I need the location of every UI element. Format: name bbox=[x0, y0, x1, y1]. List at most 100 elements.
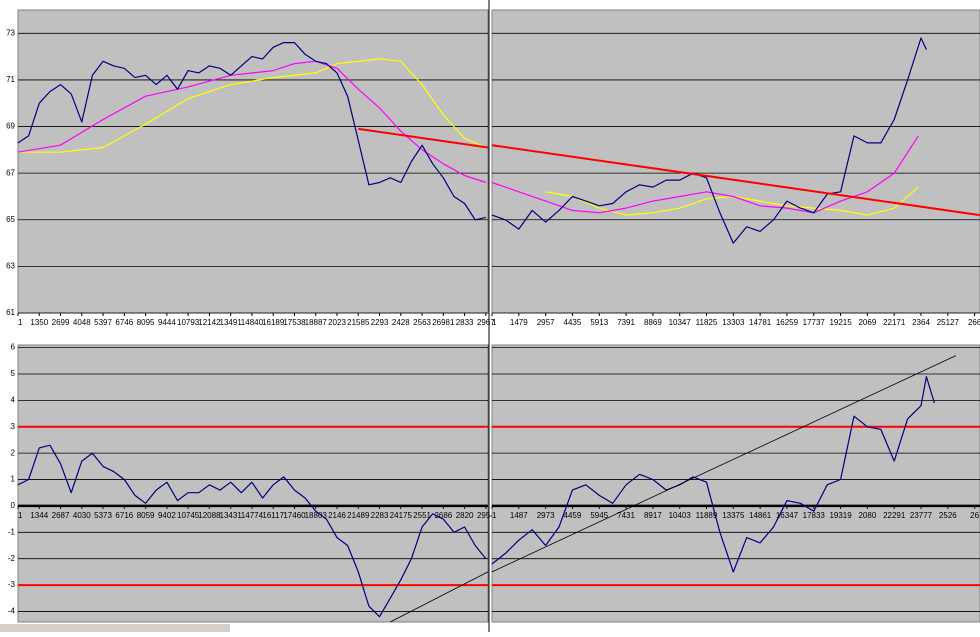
y-tick-label: 61 bbox=[6, 308, 15, 317]
y-tick-label: 3 bbox=[11, 422, 16, 431]
x-tick-label: 19319 bbox=[829, 511, 852, 520]
x-tick-label: 16189 bbox=[262, 318, 285, 327]
y-tick-label: 0 bbox=[11, 501, 16, 510]
x-tick-label: 4048 bbox=[73, 318, 91, 327]
x-tick-label: 21585 bbox=[347, 318, 370, 327]
x-tick-label: 18803 bbox=[305, 511, 328, 520]
x-tick-label: 2080 bbox=[858, 511, 876, 520]
x-tick-label: 2967 bbox=[477, 318, 495, 327]
plot-area bbox=[491, 9, 980, 314]
y-tick-label: -2 bbox=[8, 554, 16, 563]
x-tick-label: 16259 bbox=[776, 318, 799, 327]
x-tick-label: 4459 bbox=[564, 511, 582, 520]
x-tick-label: 26981 bbox=[432, 318, 455, 327]
x-tick-label: 14861 bbox=[749, 511, 772, 520]
x-tick-label: 8059 bbox=[137, 511, 155, 520]
x-tick-label: 22291 bbox=[883, 511, 906, 520]
y-tick-label: 1 bbox=[11, 475, 16, 484]
x-tick-label: 17538 bbox=[283, 318, 306, 327]
x-tick-label: 13303 bbox=[722, 318, 745, 327]
x-tick-label: 19215 bbox=[829, 318, 852, 327]
x-tick-label: 2069 bbox=[858, 318, 876, 327]
x-tick-label: 6746 bbox=[115, 318, 133, 327]
x-tick-label: 10745 bbox=[177, 511, 200, 520]
x-tick-label: 2686 bbox=[434, 511, 452, 520]
x-tick-label: 11889 bbox=[696, 511, 718, 520]
series-line bbox=[18, 58, 487, 153]
x-tick-label: 2687 bbox=[52, 511, 70, 520]
x-tick-label: 14781 bbox=[749, 318, 772, 327]
x-tick-label: 13431 bbox=[220, 511, 243, 520]
y-tick-label: 6 bbox=[11, 343, 16, 352]
x-tick-label: 1 bbox=[18, 318, 23, 327]
series-line bbox=[358, 127, 489, 149]
series-line bbox=[390, 571, 489, 623]
series-line bbox=[491, 376, 935, 573]
y-tick-label: 2 bbox=[11, 448, 16, 457]
series-line bbox=[491, 37, 927, 244]
x-tick-label: 14840 bbox=[241, 318, 264, 327]
y-tick-label: 4 bbox=[11, 396, 16, 405]
x-tick-label: 13375 bbox=[722, 511, 745, 520]
series-line bbox=[491, 135, 919, 214]
x-tick-label: 17833 bbox=[803, 511, 826, 520]
x-tick-label: 2364 bbox=[912, 318, 930, 327]
x-tick-label: 13491 bbox=[220, 318, 243, 327]
x-tick-label: 7431 bbox=[617, 511, 635, 520]
x-tick-label: 1344 bbox=[30, 511, 48, 520]
x-tick-label: 12088 bbox=[198, 511, 221, 520]
x-tick-label: 6716 bbox=[115, 511, 133, 520]
x-tick-label: 4435 bbox=[564, 318, 582, 327]
x-tick-label: 16117 bbox=[262, 511, 284, 520]
y-tick-label: -3 bbox=[8, 580, 16, 589]
series-line bbox=[17, 42, 487, 221]
x-tick-label: 1 bbox=[492, 318, 497, 327]
y-tick-label: 73 bbox=[6, 28, 15, 37]
series-line bbox=[17, 444, 487, 618]
plot-area bbox=[491, 344, 980, 623]
x-tick-label: 2023 bbox=[328, 318, 346, 327]
x-tick-label: 17737 bbox=[803, 318, 826, 327]
x-tick-label: 10403 bbox=[669, 511, 692, 520]
x-tick-label: 10793 bbox=[177, 318, 200, 327]
x-tick-label: 2957 bbox=[537, 318, 555, 327]
x-tick-label: 5913 bbox=[590, 318, 608, 327]
x-tick-label: 8095 bbox=[137, 318, 155, 327]
series-line bbox=[491, 355, 957, 573]
x-tick-label: 8869 bbox=[644, 318, 662, 327]
x-tick-label: 2820 bbox=[456, 511, 474, 520]
x-tick-label: 5373 bbox=[94, 511, 112, 520]
x-tick-label: 2428 bbox=[392, 318, 410, 327]
x-tick-label: 2954 bbox=[477, 511, 495, 520]
y-tick-label: 5 bbox=[11, 369, 16, 378]
x-tick-label: 1 bbox=[18, 511, 23, 520]
y-tick-label: -4 bbox=[8, 607, 16, 616]
x-tick-label: 26 bbox=[970, 511, 979, 520]
x-tick-label: 17460 bbox=[283, 511, 306, 520]
sheet-tab-strip bbox=[0, 624, 230, 632]
x-tick-label: 266 bbox=[968, 318, 980, 327]
x-tick-label: 11825 bbox=[696, 318, 718, 327]
x-tick-label: 9402 bbox=[158, 511, 176, 520]
x-tick-label: 2526 bbox=[939, 511, 957, 520]
x-tick-label: 18887 bbox=[305, 318, 328, 327]
y-tick-label: 69 bbox=[6, 122, 15, 131]
x-tick-label: 2833 bbox=[456, 318, 474, 327]
x-tick-label: 14774 bbox=[241, 511, 264, 520]
x-tick-label: 16347 bbox=[776, 511, 799, 520]
x-tick-label: 5397 bbox=[94, 318, 112, 327]
series-line bbox=[491, 144, 980, 217]
x-tick-label: 2293 bbox=[371, 318, 389, 327]
x-tick-label: 2283 bbox=[371, 511, 389, 520]
y-tick-label: 67 bbox=[6, 168, 15, 177]
x-tick-label: 24175 bbox=[390, 511, 413, 520]
x-tick-label: 9444 bbox=[158, 318, 176, 327]
x-tick-label: 12142 bbox=[198, 318, 221, 327]
x-tick-label: 2699 bbox=[52, 318, 70, 327]
y-tick-label: 71 bbox=[6, 75, 15, 84]
x-tick-label: 1487 bbox=[510, 511, 528, 520]
y-tick-label: 65 bbox=[6, 215, 15, 224]
x-tick-label: 2973 bbox=[537, 511, 555, 520]
x-tick-label: 2563 bbox=[413, 318, 431, 327]
x-tick-label: 1 bbox=[492, 511, 497, 520]
